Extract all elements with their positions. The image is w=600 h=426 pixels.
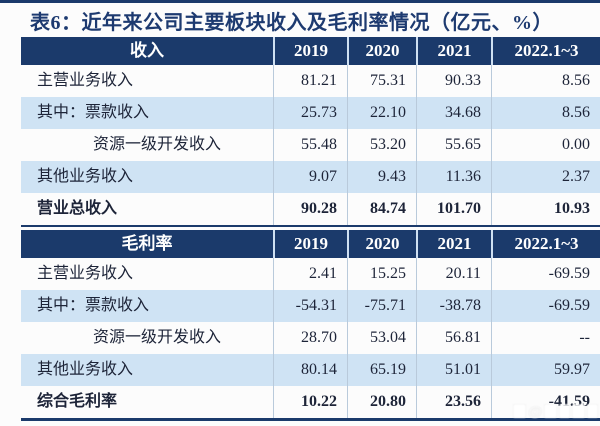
value-cell: -54.31: [273, 290, 347, 322]
table-row: 营业总收入 90.28 84.74 101.70 10.93: [21, 193, 600, 225]
table-row: 其中：票款收入 -54.31 -75.71 -38.78 -69.59: [21, 290, 600, 322]
value-cell: 8.56: [491, 97, 600, 129]
table-row: 其中：票款收入 25.73 22.10 34.68 8.56: [21, 97, 600, 129]
value-cell: 11.36: [416, 161, 491, 193]
value-cell: 90.33: [416, 65, 491, 97]
value-cell: 15.25: [347, 258, 416, 290]
value-cell: 9.07: [273, 161, 347, 193]
row-label: 其中：票款收入: [37, 297, 150, 314]
year-column-header: 2022.1~3: [491, 37, 600, 65]
row-label: 其他业务收入: [37, 168, 134, 185]
table-header-row: 毛利率 2019 2020 2021 2022.1~3: [21, 230, 600, 258]
value-cell: 20.11: [416, 258, 491, 290]
value-cell: 90.28: [273, 193, 347, 225]
value-cell: 56.81: [416, 322, 491, 354]
bottom-rule: [21, 418, 600, 421]
value-cell: --: [491, 322, 600, 354]
year-column-header: 2019: [273, 230, 347, 258]
value-cell: 75.31: [347, 65, 416, 97]
value-cell: 9.43: [347, 161, 416, 193]
value-cell: 20.80: [347, 386, 416, 418]
value-cell: 55.65: [416, 129, 491, 161]
value-cell: 2.37: [491, 161, 600, 193]
value-cell: 65.19: [347, 354, 416, 386]
table-row: 资源一级开发收入 28.70 53.04 56.81 --: [21, 322, 600, 354]
value-cell: 10.22: [273, 386, 347, 418]
section-divider: [21, 225, 600, 227]
table-row: 其他业务收入 80.14 65.19 51.01 59.97: [21, 354, 600, 386]
watermark-logo-icon: [513, 403, 527, 418]
watermark-glyph-block: [572, 403, 585, 418]
row-label: 综合毛利率: [37, 393, 118, 410]
year-column-header: 2022.1~3: [491, 230, 600, 258]
value-cell: 55.48: [273, 129, 347, 161]
row-label: 资源一级开发收入: [93, 136, 222, 153]
value-cell: 53.20: [347, 129, 416, 161]
table-row: 主营业务收入 2.41 15.25 20.11 -69.59: [21, 258, 600, 290]
watermark-glyph-block: [587, 403, 598, 418]
table-header-row: 收入 2019 2020 2021 2022.1~3: [21, 37, 600, 65]
value-cell: -69.59: [491, 290, 600, 322]
table-row: 其他业务收入 9.07 9.43 11.36 2.37: [21, 161, 600, 193]
row-label: 资源一级开发收入: [93, 329, 222, 346]
row-label: 其中：票款收入: [37, 104, 150, 121]
year-column-header: 2021: [416, 230, 491, 258]
value-cell: 51.01: [416, 354, 491, 386]
row-label: 其他业务收入: [37, 361, 134, 378]
top-rule: [0, 0, 600, 3]
at-symbol: @: [528, 402, 542, 419]
value-cell: -69.59: [491, 258, 600, 290]
value-cell: 0.00: [491, 129, 600, 161]
value-cell: 23.56: [416, 386, 491, 418]
year-column-header: 2019: [273, 37, 347, 65]
value-cell: 10.93: [491, 193, 600, 225]
table-row: 主营业务收入 81.21 75.31 90.33 8.56: [21, 65, 600, 97]
value-cell: 2.41: [273, 258, 347, 290]
row-label: 主营业务收入: [37, 265, 134, 282]
year-column-header: 2020: [347, 230, 416, 258]
value-cell: 101.70: [416, 193, 491, 225]
value-cell: 84.74: [347, 193, 416, 225]
value-cell: 28.70: [273, 322, 347, 354]
table-row: 资源一级开发收入 55.48 53.20 55.65 0.00: [21, 129, 600, 161]
year-column-header: 2021: [416, 37, 491, 65]
value-cell: -75.71: [347, 290, 416, 322]
table-title: 表6：近年来公司主要板块收入及毛利率情况（亿元、%）: [30, 12, 553, 34]
section-header-label: 收入: [130, 41, 164, 60]
year-column-header: 2020: [347, 37, 416, 65]
watermark-glyph-block: [559, 403, 570, 418]
row-label: 主营业务收入: [37, 72, 134, 89]
value-cell: 22.10: [347, 97, 416, 129]
value-cell: 59.97: [491, 354, 600, 386]
value-cell: 34.68: [416, 97, 491, 129]
section-header-label: 毛利率: [121, 234, 173, 253]
value-cell: 80.14: [273, 354, 347, 386]
revenue-margin-table: 收入 2019 2020 2021 2022.1~3 主营业务收入 81.21 75.31 90…: [21, 37, 600, 421]
table-row: 综合毛利率 10.22 20.80 23.56 -41.59: [21, 386, 600, 418]
value-cell: 25.73: [273, 97, 347, 129]
value-cell: 53.04: [347, 322, 416, 354]
value-cell: 81.21: [273, 65, 347, 97]
watermark-glyph-block: [544, 403, 557, 418]
value-cell: -38.78: [416, 290, 491, 322]
value-cell: 8.56: [491, 65, 600, 97]
row-label: 营业总收入: [37, 200, 118, 217]
gross-margin-section: 毛利率 2019 2020 2021 2022.1~3 主营业务收入 2.41 15.25 20…: [21, 230, 600, 418]
watermark: @: [513, 402, 598, 419]
income-section: 收入 2019 2020 2021 2022.1~3 主营业务收入 81.21 75.31 90…: [21, 37, 600, 225]
